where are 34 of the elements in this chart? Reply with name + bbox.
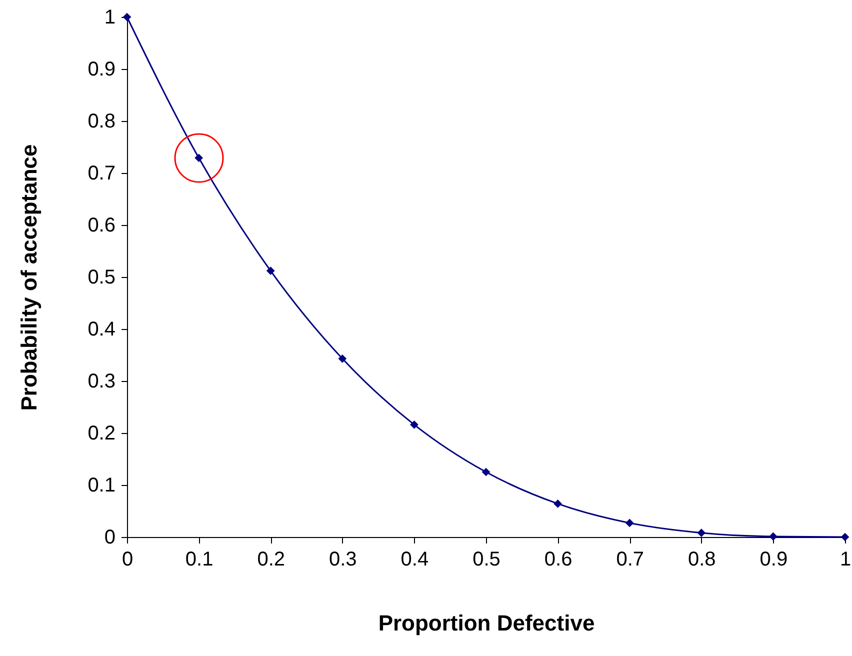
point: [194, 154, 203, 162]
point: [625, 518, 634, 528]
y-tick-label: 0.3: [88, 370, 116, 392]
x-tick-label: 0.1: [185, 548, 214, 570]
x-tick-label: 0.3: [328, 548, 357, 570]
y-tick-label: 0.7: [88, 162, 116, 184]
point: [769, 532, 778, 541]
point: [410, 420, 418, 429]
x-tick-label: 0.7: [616, 548, 644, 570]
y-tick-label: 0.4: [88, 318, 116, 340]
x-tick-label: 0.6: [544, 548, 572, 570]
x-tick-label: 0.9: [760, 548, 788, 570]
y-tick-label: 0.6: [88, 214, 116, 236]
x-tick-label: 0.2: [257, 548, 286, 570]
x-axis-title: Proportion Defective: [378, 610, 595, 636]
x-tick-label: 0.4: [400, 548, 429, 570]
x-tick-label: 0: [122, 548, 134, 570]
y-axis-title: Probability of acceptance: [16, 144, 42, 411]
y-tick-label: 0.1: [88, 474, 116, 496]
point: [840, 532, 850, 542]
point: [554, 500, 562, 508]
y-tick-label: 0.2: [88, 422, 116, 444]
point: [697, 528, 706, 538]
point: [266, 266, 275, 275]
point: [482, 468, 490, 476]
y-tick-label: 1: [104, 6, 116, 28]
y-tick-label: 0.8: [88, 110, 116, 132]
x-tick-label: 1: [840, 548, 852, 570]
y-tick-label: 0.9: [88, 58, 116, 80]
y-tick-label: 0: [104, 526, 116, 548]
x-tick-label: 0.8: [688, 548, 716, 570]
x-tick-label: 0.5: [472, 548, 500, 570]
point: [338, 354, 347, 363]
y-tick-label: 0.5: [88, 266, 116, 288]
